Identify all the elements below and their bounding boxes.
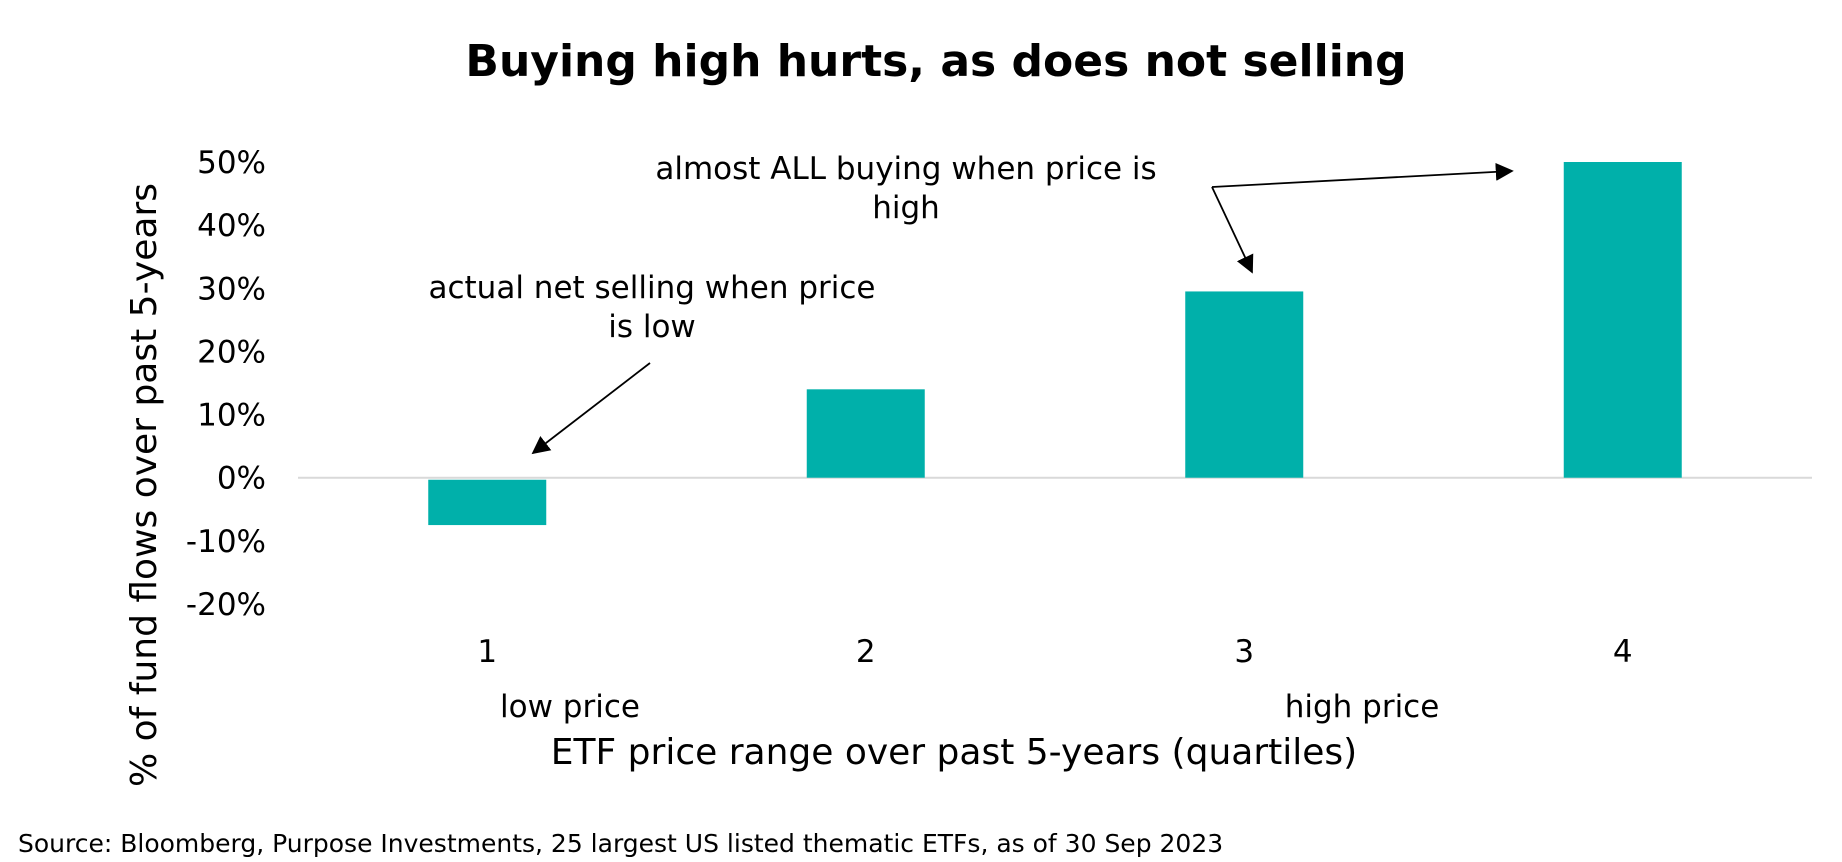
y-tick-label: -20% <box>186 587 266 623</box>
x-axis-title: ETF price range over past 5-years (quart… <box>551 732 1357 773</box>
low-price-label: low price <box>500 689 640 725</box>
y-tick-label: -10% <box>186 524 266 560</box>
y-tick-label: 10% <box>197 398 266 434</box>
x-category-label: 1 <box>477 634 497 670</box>
y-axis-title: % of fund flows over past 5-years <box>124 183 165 787</box>
bar-4 <box>1563 162 1682 478</box>
high-price-label: high price <box>1285 689 1440 725</box>
bar-2 <box>806 389 925 478</box>
buying-arrow-right <box>1211 162 1514 188</box>
y-tick-label: 20% <box>197 334 266 370</box>
x-category-label: 4 <box>1613 634 1633 670</box>
bar-1 <box>428 479 547 526</box>
buying-annotation-line2: high <box>872 190 940 226</box>
bar-3 <box>1185 291 1304 478</box>
selling-arrow <box>531 362 651 455</box>
buying-annotation-line1: almost ALL buying when price is <box>655 151 1156 187</box>
x-category-label: 3 <box>1234 634 1254 670</box>
y-tick-label: 50% <box>197 145 266 181</box>
selling-annotation-line1: actual net selling when price <box>428 270 875 306</box>
chart-title: Buying high hurts, as does not selling <box>465 36 1406 87</box>
bars <box>428 162 1682 526</box>
buying-arrow-down <box>1211 186 1254 274</box>
y-axis-ticks: 50% 40% 30% 20% 10% 0% -10% -20% <box>186 145 266 623</box>
x-category-label: 2 <box>856 634 876 670</box>
y-tick-label: 40% <box>197 208 266 244</box>
selling-annotation-line2: is low <box>608 309 696 345</box>
y-tick-label: 0% <box>217 461 266 497</box>
source-note: Source: Bloomberg, Purpose Investments, … <box>18 829 1223 858</box>
x-axis-categories: 1 2 3 4 <box>477 634 1632 670</box>
y-tick-label: 30% <box>197 271 266 307</box>
